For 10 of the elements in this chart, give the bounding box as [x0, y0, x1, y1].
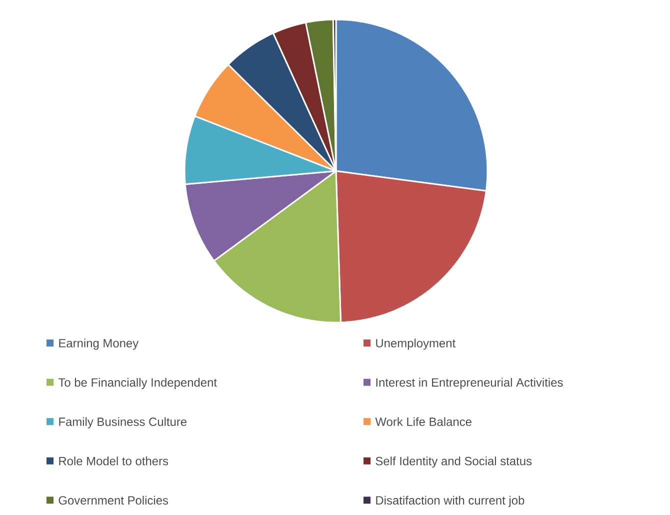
legend-label: Family Business Culture [59, 417, 187, 428]
legend-label: Self Identity and Social status [376, 456, 532, 468]
legend-label: Government Policies [58, 496, 168, 505]
legend-label: Earning Money [59, 338, 139, 350]
legend-label: Interest in Entrepreneurial Activities [376, 378, 563, 390]
legend-label: Role Model to others [59, 456, 168, 466]
legend-label: Disatifaction with current job [376, 496, 524, 507]
legend-label: To be Financially Independent [58, 378, 217, 390]
legend-label: Work Life Balance [375, 417, 472, 426]
legend-label: Unemployment [376, 338, 456, 350]
